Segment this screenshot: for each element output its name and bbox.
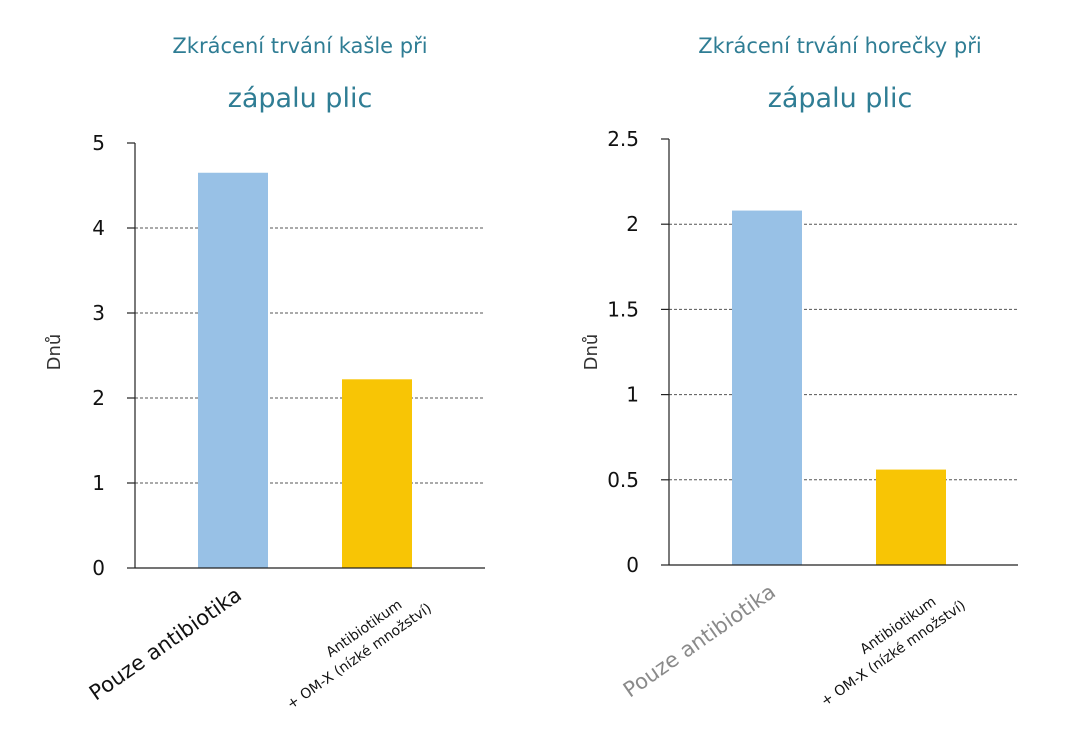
chart-1-y-tick-label: 1 — [92, 471, 105, 495]
chart-1-y-tick-label: 2 — [92, 386, 105, 410]
chart-1-y-tick-label: 3 — [92, 301, 105, 325]
chart-1-title-line-2: zápalu plic — [227, 83, 373, 114]
chart-2-y-tick-label: 1.5 — [607, 297, 639, 321]
chart-2-y-tick-label: 0 — [626, 553, 639, 577]
chart-2-bar — [876, 469, 946, 565]
chart-1-bar — [342, 379, 412, 568]
chart-1-y-tick-label: 5 — [92, 131, 105, 155]
chart-2-y-axis-label: Dnů — [581, 334, 602, 371]
chart-2-title-line-2: zápalu plic — [767, 83, 913, 114]
chart-1-title-line-1: Zkrácení trvání kašle při — [172, 34, 428, 58]
chart-2-y-tick-label: 2.5 — [607, 127, 639, 151]
chart-2-category-label-line: + OM-X (nízké množství) — [818, 598, 969, 710]
chart-2-category-label: Pouze antibiotika — [619, 579, 780, 702]
chart-2-y-tick-label: 1 — [626, 383, 639, 407]
chart-1-bar — [198, 172, 268, 568]
chart-2-title-line-1: Zkrácení trvání horečky při — [698, 34, 982, 58]
chart-2-y-tick-label: 0.5 — [607, 468, 639, 492]
chart-1-y-tick-label: 0 — [92, 556, 105, 580]
chart-1-y-tick-label: 4 — [92, 216, 105, 240]
chart-2-category-label: Antibiotikum+ OM-X (nízké množství) — [818, 594, 969, 710]
chart-1-y-axis-label: Dnů — [44, 334, 65, 371]
chart-2-bar — [732, 210, 802, 565]
chart-2-y-tick-label: 2 — [626, 212, 639, 236]
